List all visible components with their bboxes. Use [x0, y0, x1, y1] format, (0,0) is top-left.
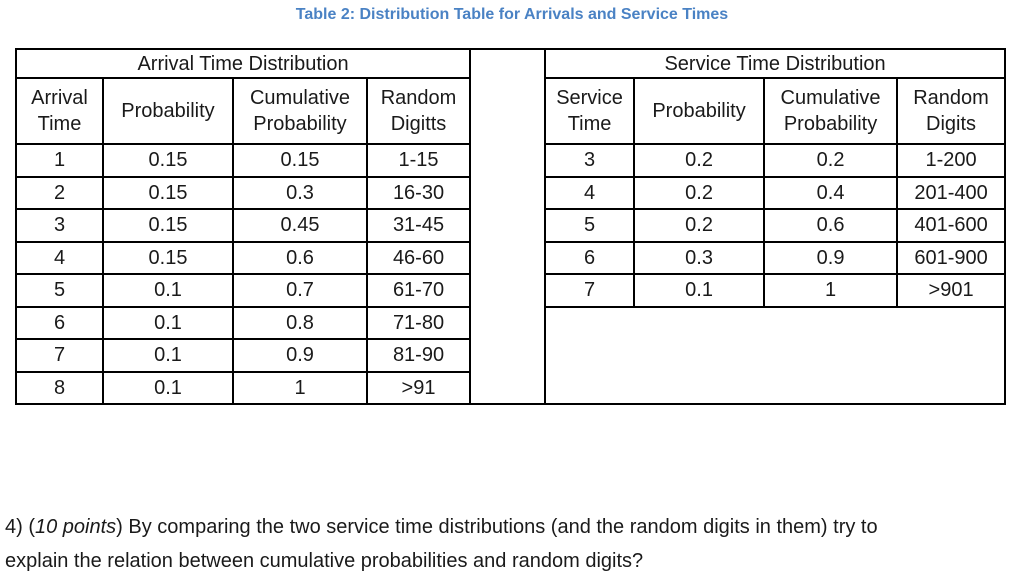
column-header: Arrival Time [15, 77, 104, 145]
table-cell: 5 [544, 208, 636, 243]
table-cell: 3 [544, 143, 636, 178]
table-cell: 0.1 [633, 273, 766, 308]
table-cell: 7 [15, 338, 104, 373]
table-cell: 0.1 [102, 338, 234, 373]
service-table-title: Service Time Distribution [544, 48, 1007, 79]
table-cell: 0.45 [232, 208, 368, 243]
table-cell: 71-80 [365, 305, 472, 340]
table-cell: 401-600 [896, 208, 1007, 243]
table-cell: 0.9 [232, 338, 368, 373]
question-body: ) By comparing the two service time dist… [116, 516, 878, 538]
question-line-2: explain the relation between cumulative … [5, 550, 644, 572]
table-cell: 0.1 [102, 370, 234, 405]
column-header: Random Digitts [365, 77, 472, 145]
table-cell: 0.15 [102, 143, 234, 178]
table-row: 6 0.1 0.8 71-80 [15, 305, 1007, 405]
table-cell: 0.15 [102, 240, 234, 275]
table-cell: 81-90 [365, 338, 472, 373]
table-cell: 31-45 [365, 208, 472, 243]
table-cell: 16-30 [365, 175, 472, 210]
table-cell: 0.1 [102, 305, 234, 340]
column-header: Probability [633, 77, 766, 145]
table-cell: 3 [15, 208, 104, 243]
table-caption: Table 2: Distribution Table for Arrivals… [295, 6, 729, 23]
table-cell: 5 [15, 273, 104, 308]
table-cell: 0.2 [763, 143, 899, 178]
table-cell: 0.15 [102, 208, 234, 243]
table-cell: 0.6 [232, 240, 368, 275]
column-header: Cumulative Probability [232, 77, 368, 145]
table-cell: 4 [15, 240, 104, 275]
table-cell: >91 [365, 370, 472, 405]
table-cell: 4 [544, 175, 636, 210]
table-cell: 2 [15, 175, 104, 210]
table-cell: 0.15 [102, 175, 234, 210]
service-table-empty-cell [544, 305, 1007, 405]
column-header: Probability [102, 77, 234, 145]
table-cell: 6 [15, 305, 104, 340]
table-cell: 0.6 [763, 208, 899, 243]
table-cell: 8 [15, 370, 104, 405]
table-cell: 0.2 [633, 143, 766, 178]
table-cell: 1 [15, 143, 104, 178]
table-cell: 1-15 [365, 143, 472, 178]
arrival-table-title: Arrival Time Distribution [14, 48, 472, 79]
question-text: 4) (10 points) By comparing the two serv… [5, 510, 1019, 578]
table-cell: 7 [544, 273, 636, 308]
table-cell: 0.3 [232, 175, 368, 210]
table-row: 2 0.15 0.3 16-30 4 0.2 0.4 201-400 [15, 175, 1007, 210]
table-cell: 0.4 [763, 175, 899, 210]
table-cell: 0.2 [633, 175, 766, 210]
table-cell: 61-70 [365, 273, 472, 308]
table-cell: 1 [763, 273, 899, 308]
table-cell: 1 [232, 370, 368, 405]
table-row: 4 0.15 0.6 46-60 6 0.3 0.9 601-900 [15, 240, 1007, 275]
distribution-table: Arrival Time Distribution Service Time D… [14, 48, 1007, 405]
table-cell: 201-400 [896, 175, 1007, 210]
table-cell: 0.8 [232, 305, 368, 340]
table-cell: 6 [544, 240, 636, 275]
table-cell: 0.1 [102, 273, 234, 308]
table-cell: 0.2 [633, 208, 766, 243]
table-row: 8 0.1 1 >91 [15, 370, 1005, 405]
column-header: Random Digits [896, 77, 1007, 145]
table-cell: 46-60 [365, 240, 472, 275]
question-prefix: 4) ( [5, 516, 35, 538]
table-cell: 0.7 [232, 273, 368, 308]
table-spacer-cell [469, 48, 547, 405]
table-row: 5 0.1 0.7 61-70 7 0.1 1 >901 [15, 273, 1007, 308]
table-cell: >901 [896, 273, 1007, 308]
table-row: 7 0.1 0.9 81-90 [15, 338, 1005, 373]
table-row: 3 0.15 0.45 31-45 5 0.2 0.6 401-600 [15, 208, 1007, 243]
column-header: Cumulative Probability [763, 77, 899, 145]
table-cell: 0.15 [232, 143, 368, 178]
table-row: 1 0.15 0.15 1-15 3 0.2 0.2 1-200 [15, 143, 1007, 178]
question-points: 10 points [35, 516, 117, 538]
column-header: Service Time [544, 77, 636, 145]
table-cell: 0.3 [633, 240, 766, 275]
question-line-1: 4) (10 points) By comparing the two serv… [5, 510, 1019, 544]
table-cell: 1-200 [896, 143, 1007, 178]
table-cell: 0.9 [763, 240, 899, 275]
table-cell: 601-900 [896, 240, 1007, 275]
